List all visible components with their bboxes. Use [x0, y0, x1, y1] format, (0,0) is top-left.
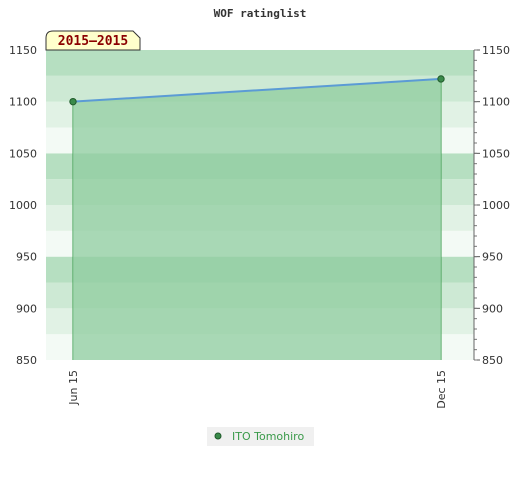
period-badge-label: 2015–2015 — [58, 34, 128, 49]
x-axis: Jun 15 Dec 15 — [67, 370, 448, 409]
y-tick-label-right: 950 — [482, 251, 503, 264]
y-tick-label-left: 900 — [16, 302, 37, 315]
legend[interactable]: ITO Tomohiro — [207, 427, 314, 446]
y-axis-right: 850 900 950 1000 1050 1100 1150 — [473, 44, 510, 367]
y-tick-label-right: 1050 — [482, 147, 510, 160]
y-tick-label-left: 1000 — [9, 199, 37, 212]
y-axis-left: 850 900 950 1000 1050 1100 1150 — [9, 44, 37, 367]
x-tick-label: Jun 15 — [67, 370, 80, 406]
data-point[interactable] — [437, 75, 445, 83]
plot-band — [46, 50, 474, 76]
chart-title: WOF ratinglist — [214, 7, 307, 20]
y-tick-label-left: 1050 — [9, 147, 37, 160]
y-tick-label-left: 850 — [16, 354, 37, 367]
y-tick-label-left: 950 — [16, 251, 37, 264]
y-tick-label-right: 900 — [482, 302, 503, 315]
rating-line — [72, 77, 442, 103]
y-tick-label-left: 1100 — [9, 96, 37, 109]
y-tick-label-left: 1150 — [9, 44, 37, 57]
y-tick-label-right: 1100 — [482, 96, 510, 109]
x-tick-label: Dec 15 — [435, 370, 448, 409]
data-markers — [69, 75, 445, 106]
y-tick-label-right: 1150 — [482, 44, 510, 57]
rating-area — [73, 78, 441, 360]
y-tick-label-right: 850 — [482, 354, 503, 367]
y-tick-label-right: 1000 — [482, 199, 510, 212]
legend-marker-icon — [214, 432, 222, 440]
data-point[interactable] — [69, 97, 77, 106]
legend-item-ito-tomohiro: ITO Tomohiro — [232, 430, 304, 443]
period-badge: 2015–2015 — [45, 30, 141, 51]
